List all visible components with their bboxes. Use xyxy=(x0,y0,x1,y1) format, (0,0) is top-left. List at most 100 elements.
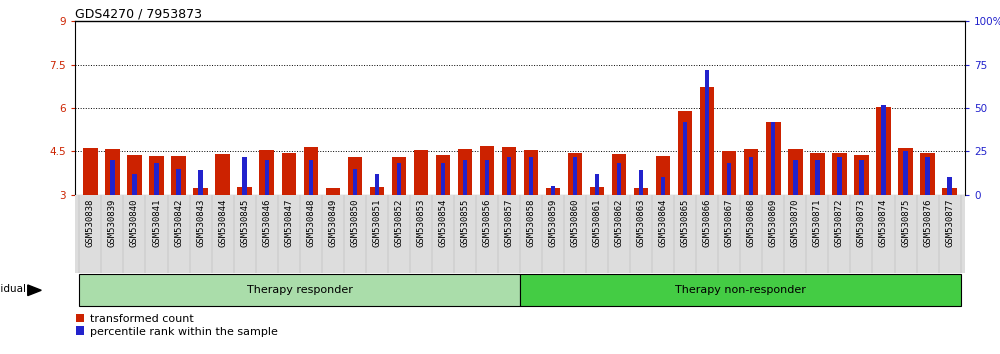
Text: GSM530859: GSM530859 xyxy=(549,199,558,247)
Bar xyxy=(705,70,709,195)
Bar xyxy=(568,153,582,195)
Bar xyxy=(876,107,891,195)
Bar xyxy=(612,154,626,195)
Text: GSM530839: GSM530839 xyxy=(108,199,117,247)
Bar xyxy=(149,156,164,195)
Text: GSM530857: GSM530857 xyxy=(504,199,513,247)
Bar xyxy=(326,188,340,195)
Bar xyxy=(265,160,269,195)
Text: GSM530854: GSM530854 xyxy=(438,199,447,247)
Bar xyxy=(573,156,577,195)
Bar xyxy=(242,156,247,195)
Text: GSM530840: GSM530840 xyxy=(130,199,139,247)
Bar xyxy=(132,174,137,195)
Bar xyxy=(176,169,181,195)
Bar xyxy=(590,187,604,195)
Text: GSM530860: GSM530860 xyxy=(571,199,580,247)
Text: GSM530848: GSM530848 xyxy=(306,199,315,247)
Bar xyxy=(83,148,98,195)
Text: GSM530851: GSM530851 xyxy=(372,199,381,247)
Bar xyxy=(353,169,357,195)
Bar xyxy=(198,170,203,195)
Text: Therapy responder: Therapy responder xyxy=(247,285,353,295)
Bar xyxy=(749,156,753,195)
Bar xyxy=(127,155,142,195)
Bar xyxy=(837,156,842,195)
Bar xyxy=(375,174,379,195)
Text: GSM530841: GSM530841 xyxy=(152,199,161,247)
Bar xyxy=(480,146,494,195)
Bar xyxy=(546,188,560,195)
Bar xyxy=(678,111,692,195)
Bar xyxy=(595,174,599,195)
Bar xyxy=(237,187,252,195)
Bar xyxy=(458,149,472,195)
Text: GSM530852: GSM530852 xyxy=(394,199,403,247)
Bar xyxy=(436,155,450,195)
Text: GSM530876: GSM530876 xyxy=(923,199,932,247)
Bar xyxy=(215,154,230,195)
Text: GSM530842: GSM530842 xyxy=(174,199,183,247)
Text: GSM530873: GSM530873 xyxy=(857,199,866,247)
Bar xyxy=(832,153,847,195)
Bar xyxy=(881,104,886,195)
Bar xyxy=(79,274,520,306)
Bar xyxy=(639,170,643,195)
Bar xyxy=(722,151,736,195)
Text: GSM530862: GSM530862 xyxy=(615,199,624,247)
Text: GSM530858: GSM530858 xyxy=(527,199,536,247)
Bar xyxy=(348,157,362,195)
Bar xyxy=(259,150,274,195)
Text: GSM530872: GSM530872 xyxy=(835,199,844,247)
Bar xyxy=(744,149,758,195)
Bar xyxy=(309,160,313,195)
Text: GSM530838: GSM530838 xyxy=(86,199,95,247)
Bar xyxy=(520,274,961,306)
Text: GSM530856: GSM530856 xyxy=(482,199,491,247)
Text: GSM530843: GSM530843 xyxy=(196,199,205,247)
Bar xyxy=(727,164,731,195)
Bar xyxy=(920,153,935,195)
Bar xyxy=(903,152,908,195)
Text: Therapy non-responder: Therapy non-responder xyxy=(675,285,806,295)
Bar xyxy=(154,164,159,195)
Bar xyxy=(661,177,665,195)
Text: GSM530877: GSM530877 xyxy=(945,199,954,247)
Bar xyxy=(502,147,516,195)
Bar xyxy=(304,147,318,195)
Bar xyxy=(793,160,798,195)
Bar xyxy=(815,160,820,195)
Text: GSM530871: GSM530871 xyxy=(813,199,822,247)
Bar xyxy=(810,153,825,195)
Bar xyxy=(392,157,406,195)
Text: GSM530864: GSM530864 xyxy=(659,199,668,247)
Text: GSM530850: GSM530850 xyxy=(350,199,359,247)
Text: GSM530845: GSM530845 xyxy=(240,199,249,247)
Polygon shape xyxy=(28,285,41,296)
Bar xyxy=(441,164,445,195)
Text: GDS4270 / 7953873: GDS4270 / 7953873 xyxy=(75,7,202,20)
Bar xyxy=(925,156,930,195)
Legend: transformed count, percentile rank within the sample: transformed count, percentile rank withi… xyxy=(76,314,278,337)
Text: GSM530869: GSM530869 xyxy=(769,199,778,247)
Text: GSM530861: GSM530861 xyxy=(593,199,602,247)
Bar xyxy=(397,164,401,195)
Text: GSM530844: GSM530844 xyxy=(218,199,227,247)
Bar xyxy=(788,149,803,195)
Bar xyxy=(370,188,384,195)
Bar xyxy=(524,150,538,195)
Text: GSM530855: GSM530855 xyxy=(460,199,469,247)
Bar xyxy=(529,156,533,195)
Text: individual: individual xyxy=(0,284,26,293)
Bar xyxy=(947,177,952,195)
Text: GSM530847: GSM530847 xyxy=(284,199,293,247)
Bar xyxy=(282,153,296,195)
Bar xyxy=(942,188,957,195)
Bar xyxy=(485,160,489,195)
Bar xyxy=(859,160,864,195)
Text: GSM530867: GSM530867 xyxy=(725,199,734,247)
Bar xyxy=(700,87,714,195)
Text: GSM530866: GSM530866 xyxy=(703,199,712,247)
Text: GSM530875: GSM530875 xyxy=(901,199,910,247)
Bar xyxy=(551,186,555,195)
